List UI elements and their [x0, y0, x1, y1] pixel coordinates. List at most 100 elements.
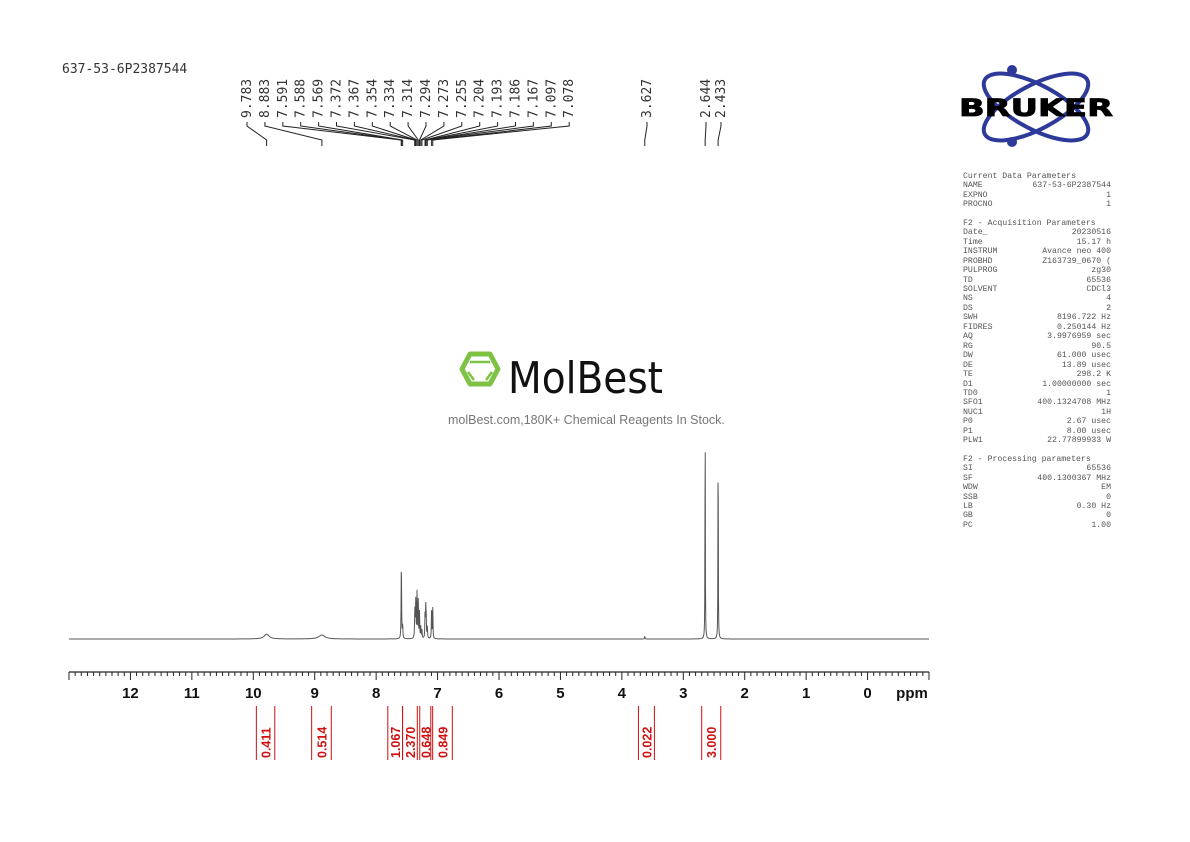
peak-connector: [420, 122, 445, 146]
parameter-key: SWH: [963, 313, 978, 323]
parameter-key: SI: [963, 464, 973, 474]
peak-connector: [353, 122, 416, 146]
parameter-value: Avance neo 400: [1042, 247, 1111, 257]
parameter-row: SWH 8196.722 Hz: [963, 313, 1111, 322]
x-axis: 12 11 10 9 8 7 6 5 4 3 2 1 0 ppm: [68, 671, 930, 702]
peak-label: 7.204: [473, 79, 488, 118]
parameter-key: PROCNO: [963, 200, 993, 210]
section-gap: [963, 446, 1111, 455]
parameter-key: DE: [963, 360, 973, 370]
peak-connector: [431, 122, 552, 146]
tick-label: 2: [741, 685, 749, 702]
parameter-row: WDW EM: [963, 483, 1111, 492]
parameter-row: DW 61.000 usec: [963, 351, 1111, 360]
parameters-panel: Current Data Parameters NAME 637-53-6P2387…: [963, 172, 1111, 530]
parameter-row: TD 65536: [963, 276, 1111, 285]
parameter-section-title: F2 - Processing parameters: [963, 454, 1091, 464]
tick-label: 9: [311, 685, 319, 702]
parameter-value: 400.1324708 MHz: [1037, 398, 1111, 408]
parameter-row: EXPNO 1: [963, 191, 1111, 200]
peak-label: 7.372: [330, 79, 345, 118]
parameter-value: 400.1300367 MHz: [1037, 473, 1111, 483]
parameter-row: NAME 637-53-6P2387544: [963, 181, 1111, 190]
parameter-section-title: Current Data Parameters: [963, 172, 1077, 181]
integral-bracket: [637, 706, 655, 760]
spectrum-line: [69, 452, 929, 640]
parameter-key: PC: [963, 520, 973, 530]
parameter-row: PROCNO 1: [963, 200, 1111, 209]
parameter-key: LB: [963, 501, 973, 511]
integral-value: 0.514: [315, 727, 329, 758]
parameter-value: 90.5: [1091, 341, 1111, 351]
molbest-logo: MolBest: [459, 351, 663, 404]
peak-connector: [371, 122, 417, 146]
parameter-row: Date_ 20230516: [963, 228, 1111, 237]
integral-bracket: [419, 706, 432, 760]
peak-connector: [407, 122, 419, 146]
parameter-key: WDW: [963, 483, 978, 493]
integral-bracket: [402, 706, 418, 760]
peak-connector: [300, 122, 402, 146]
parameter-key: TD: [963, 275, 973, 285]
parameter-key: NUC1: [963, 407, 983, 417]
parameter-value: 13.89 usec: [1061, 360, 1111, 370]
parameter-row: DS 2: [963, 304, 1111, 313]
peak-connector: [644, 122, 648, 146]
parameter-row: SFO1 400.1324708 MHz: [963, 398, 1111, 407]
integral-value: 0.648: [419, 727, 433, 758]
parameter-row: NUC1 1H: [963, 408, 1111, 417]
peak-label: 2.644: [699, 79, 714, 118]
parameter-row: SOLVENT CDCl3: [963, 285, 1111, 294]
parameter-value: CDCl3: [1086, 284, 1111, 294]
peak-connector: [426, 122, 534, 146]
parameter-row: DE 13.89 usec: [963, 361, 1111, 370]
parameter-key: D1: [963, 379, 973, 389]
section-gap: [963, 210, 1111, 219]
tick-label: 5: [556, 685, 564, 702]
svg-text:BRUKER: BRUKER: [959, 94, 1113, 122]
parameter-row: PLW1 22.77899933 W: [963, 436, 1111, 445]
tick-label: 6: [495, 685, 503, 702]
peak-label: 2.433: [714, 79, 729, 118]
peak-connector: [318, 122, 404, 146]
peak-label: 7.314: [401, 79, 416, 118]
parameter-value: 0.30 Hz: [1076, 501, 1111, 511]
parameter-value: 2.67 usec: [1066, 417, 1111, 427]
parameter-value: Z163739_0670 (: [1042, 256, 1111, 266]
integral-bracket: [311, 706, 332, 760]
parameter-row: PC 1.00: [963, 521, 1111, 530]
peak-label: 7.097: [544, 79, 559, 118]
svg-text:MolBest: MolBest: [508, 353, 663, 404]
peak-label: 7.186: [509, 79, 524, 118]
peak-label: 7.334: [383, 79, 398, 118]
parameter-value: zg30: [1091, 266, 1111, 276]
peak-connector: [421, 122, 463, 146]
peak-label: 7.273: [437, 79, 452, 118]
peak-label: 7.588: [294, 79, 309, 118]
parameter-row: SI 65536: [963, 464, 1111, 473]
peak-label: 7.367: [347, 79, 362, 118]
parameter-key: Date_: [963, 228, 988, 238]
integral-value: 1.067: [389, 727, 403, 758]
parameter-value: 22.77899933 W: [1047, 436, 1111, 446]
parameter-section-title: F2 - Acquisition Parameters: [963, 218, 1096, 228]
parameter-key: SOLVENT: [963, 284, 998, 294]
peak-label: 7.591: [276, 79, 291, 118]
parameter-row: AQ 3.9976959 sec: [963, 332, 1111, 341]
parameter-key: P0: [963, 417, 973, 427]
parameter-value: 20230516: [1071, 228, 1111, 238]
integral-value: 0.849: [436, 727, 450, 758]
peak-label: 7.354: [365, 79, 380, 118]
peak-connector: [425, 122, 516, 146]
peak-connector: [424, 122, 481, 146]
watermark-tagline: molBest.com,180K+ Chemical Reagents In S…: [448, 413, 725, 427]
parameter-row: INSTRUM Avance neo 400: [963, 247, 1111, 256]
peak-label: 7.569: [312, 79, 327, 118]
parameter-key: TE: [963, 370, 973, 380]
tick-label: 11: [184, 685, 200, 702]
parameter-value: 1: [1106, 200, 1111, 210]
parameter-value: 0.250144 Hz: [1056, 322, 1111, 332]
parameter-row: FIDRES 0.250144 Hz: [963, 323, 1111, 332]
parameter-row: GB 0: [963, 511, 1111, 520]
